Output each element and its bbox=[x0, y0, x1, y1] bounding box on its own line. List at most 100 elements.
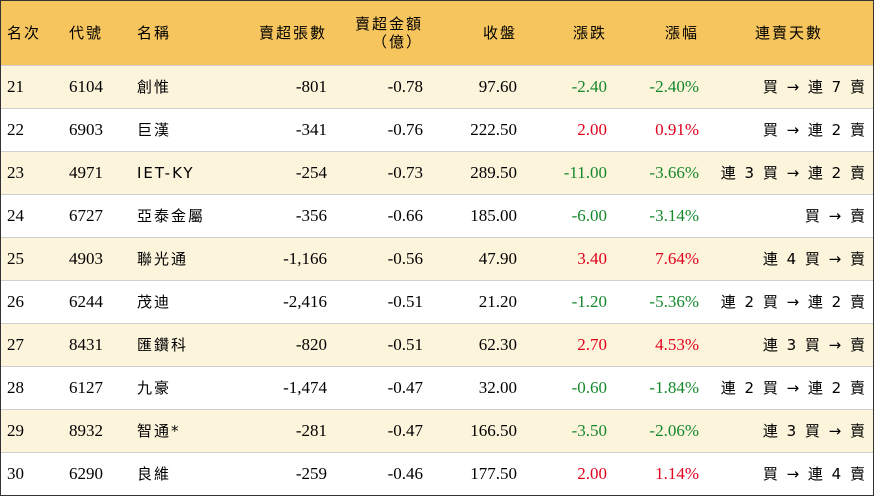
table-row: 30 6290 良維 -259 -0.46 177.50 2.00 1.14% 買 → 連 4 … bbox=[1, 451, 873, 495]
cell-rank: 23 bbox=[1, 150, 63, 194]
cell-stock-name: 匯鑽科 bbox=[131, 322, 221, 366]
cell-stock-name: 巨漢 bbox=[131, 107, 221, 151]
cell-change: -6.00 bbox=[523, 193, 613, 237]
cell-close: 47.90 bbox=[429, 236, 523, 280]
cell-sell-lots: -356 bbox=[221, 193, 333, 237]
cell-sell-lots: -2,416 bbox=[221, 279, 333, 323]
cell-code: 6104 bbox=[63, 64, 131, 108]
header-rank: 名次 bbox=[7, 23, 42, 42]
cell-stock-name: 九豪 bbox=[131, 365, 221, 409]
cell-change-pct: 4.53% bbox=[613, 322, 705, 366]
table-row: 24 6727 亞泰金屬 -356 -0.66 185.00 -6.00 -3.14% 買 → … bbox=[1, 193, 873, 237]
cell-change-pct: -1.84% bbox=[613, 365, 705, 409]
table-row: 28 6127 九豪 -1,474 -0.47 32.00 -0.60 -1.84% 連 2 買… bbox=[1, 365, 873, 409]
cell-stock-name: 智通* bbox=[131, 408, 221, 452]
cell-sell-amount: -0.47 bbox=[333, 408, 429, 452]
cell-change-pct: -3.14% bbox=[613, 193, 705, 237]
cell-rank: 27 bbox=[1, 322, 63, 366]
cell-code: 4903 bbox=[63, 236, 131, 280]
table-row: 27 8431 匯鑽科 -820 -0.51 62.30 2.70 4.53% 連 3 買 → … bbox=[1, 322, 873, 366]
cell-change: -0.60 bbox=[523, 365, 613, 409]
cell-stock-name: 茂迪 bbox=[131, 279, 221, 323]
cell-code: 8431 bbox=[63, 322, 131, 366]
cell-rank: 28 bbox=[1, 365, 63, 409]
cell-change-pct: -5.36% bbox=[613, 279, 705, 323]
cell-code: 6290 bbox=[63, 451, 131, 495]
header-sell-amount-line2: （億） bbox=[371, 32, 423, 51]
cell-streak: 買 → 連 7 賣 bbox=[705, 64, 873, 108]
cell-sell-lots: -254 bbox=[221, 150, 333, 194]
cell-sell-amount: -0.73 bbox=[333, 150, 429, 194]
cell-change: -1.20 bbox=[523, 279, 613, 323]
header-sell-lots: 賣超張數 bbox=[258, 23, 327, 42]
cell-close: 185.00 bbox=[429, 193, 523, 237]
cell-change-pct: -3.66% bbox=[613, 150, 705, 194]
cell-sell-amount: -0.66 bbox=[333, 193, 429, 237]
cell-sell-lots: -1,166 bbox=[221, 236, 333, 280]
cell-streak: 連 3 買 → 賣 bbox=[705, 322, 873, 366]
table-row: 26 6244 茂迪 -2,416 -0.51 21.20 -1.20 -5.36% 連 2 買… bbox=[1, 279, 873, 323]
cell-sell-lots: -281 bbox=[221, 408, 333, 452]
header-sell-amount: 賣超金額 （億） bbox=[333, 1, 429, 65]
cell-sell-amount: -0.47 bbox=[333, 365, 429, 409]
cell-streak: 買 → 連 4 賣 bbox=[705, 451, 873, 495]
cell-sell-amount: -0.78 bbox=[333, 64, 429, 108]
cell-rank: 30 bbox=[1, 451, 63, 495]
cell-close: 177.50 bbox=[429, 451, 523, 495]
cell-change: 2.70 bbox=[523, 322, 613, 366]
cell-sell-amount: -0.51 bbox=[333, 322, 429, 366]
header-change: 漲跌 bbox=[572, 23, 607, 42]
header-close: 收盤 bbox=[482, 23, 517, 42]
table-body: 21 6104 創惟 -801 -0.78 97.60 -2.40 -2.40% 買 → 連 7… bbox=[1, 64, 873, 495]
cell-change: -11.00 bbox=[523, 150, 613, 194]
header-change-pct: 漲幅 bbox=[664, 23, 699, 42]
cell-code: 8932 bbox=[63, 408, 131, 452]
cell-streak: 買 → 賣 bbox=[705, 193, 873, 237]
cell-code: 4971 bbox=[63, 150, 131, 194]
cell-code: 6244 bbox=[63, 279, 131, 323]
header-code: 代號 bbox=[69, 23, 104, 42]
cell-stock-name: 亞泰金屬 bbox=[131, 193, 221, 237]
cell-change: 3.40 bbox=[523, 236, 613, 280]
cell-close: 32.00 bbox=[429, 365, 523, 409]
cell-sell-lots: -259 bbox=[221, 451, 333, 495]
cell-close: 21.20 bbox=[429, 279, 523, 323]
cell-streak: 連 2 買 → 連 2 賣 bbox=[705, 365, 873, 409]
cell-rank: 21 bbox=[1, 64, 63, 108]
cell-close: 166.50 bbox=[429, 408, 523, 452]
cell-rank: 26 bbox=[1, 279, 63, 323]
cell-streak: 連 3 買 → 連 2 賣 bbox=[705, 150, 873, 194]
cell-code: 6903 bbox=[63, 107, 131, 151]
cell-sell-amount: -0.76 bbox=[333, 107, 429, 151]
cell-sell-lots: -1,474 bbox=[221, 365, 333, 409]
cell-change: -2.40 bbox=[523, 64, 613, 108]
cell-streak: 連 2 買 → 連 2 賣 bbox=[705, 279, 873, 323]
cell-change-pct: -2.40% bbox=[613, 64, 705, 108]
cell-stock-name: IET-KY bbox=[131, 150, 221, 194]
cell-sell-amount: -0.46 bbox=[333, 451, 429, 495]
header-streak: 連賣天數 bbox=[754, 23, 823, 42]
table-row: 29 8932 智通* -281 -0.47 166.50 -3.50 -2.06% 連 3 買… bbox=[1, 408, 873, 452]
cell-stock-name: 良維 bbox=[131, 451, 221, 495]
table-header-row: 名次 代號 名稱 賣超張數 賣超金額 （億） 收盤 漲跌 漲幅 連賣天數 bbox=[1, 1, 873, 65]
cell-rank: 29 bbox=[1, 408, 63, 452]
cell-close: 289.50 bbox=[429, 150, 523, 194]
cell-close: 62.30 bbox=[429, 322, 523, 366]
cell-change: -3.50 bbox=[523, 408, 613, 452]
table-row: 25 4903 聯光通 -1,166 -0.56 47.90 3.40 7.64% 連 4 買 … bbox=[1, 236, 873, 280]
cell-code: 6727 bbox=[63, 193, 131, 237]
cell-change: 2.00 bbox=[523, 107, 613, 151]
cell-rank: 25 bbox=[1, 236, 63, 280]
table-row: 23 4971 IET-KY -254 -0.73 289.50 -11.00 -3.66% 連… bbox=[1, 150, 873, 194]
cell-change: 2.00 bbox=[523, 451, 613, 495]
cell-stock-name: 創惟 bbox=[131, 64, 221, 108]
cell-sell-lots: -341 bbox=[221, 107, 333, 151]
cell-rank: 24 bbox=[1, 193, 63, 237]
cell-sell-amount: -0.51 bbox=[333, 279, 429, 323]
table-row: 21 6104 創惟 -801 -0.78 97.60 -2.40 -2.40% 買 → 連 7… bbox=[1, 64, 873, 108]
cell-sell-lots: -801 bbox=[221, 64, 333, 108]
cell-close: 222.50 bbox=[429, 107, 523, 151]
cell-rank: 22 bbox=[1, 107, 63, 151]
cell-streak: 買 → 連 2 賣 bbox=[705, 107, 873, 151]
